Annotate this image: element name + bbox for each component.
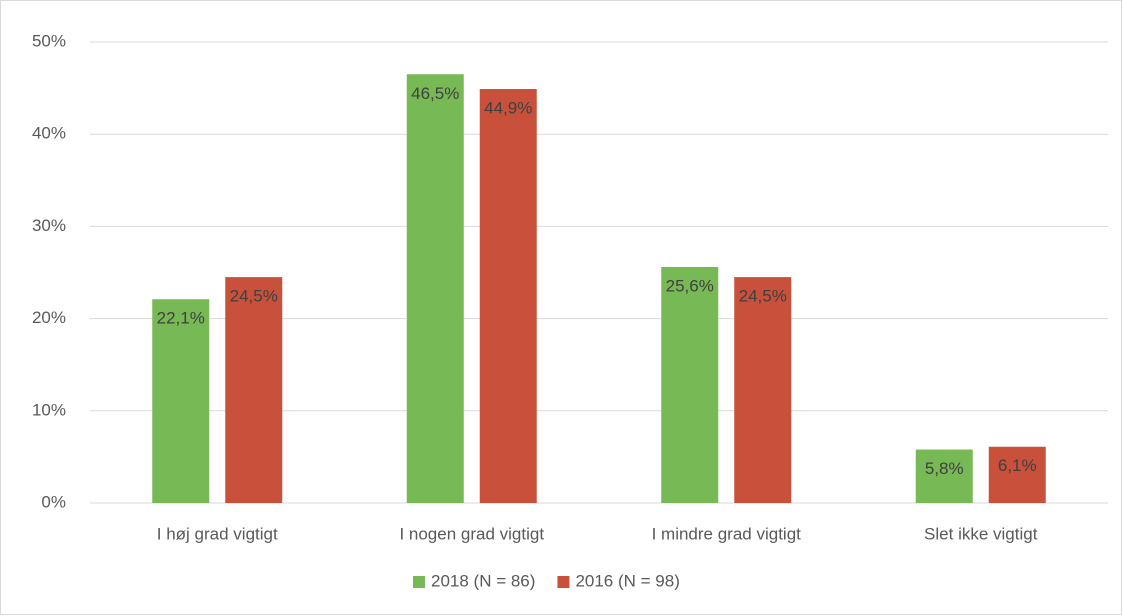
legend-label: 2018 (N = 86) — [431, 571, 535, 590]
bar — [661, 266, 719, 503]
bar — [479, 89, 537, 503]
data-label: 6,1% — [998, 456, 1037, 475]
data-label: 5,8% — [925, 459, 964, 478]
x-tick-label: I mindre grad vigtigt — [652, 524, 802, 543]
data-label: 46,5% — [411, 84, 459, 103]
data-label: 24,5% — [230, 287, 278, 306]
bar — [225, 277, 283, 503]
data-label: 22,1% — [157, 309, 205, 328]
x-tick-label: I nogen grad vigtigt — [399, 524, 544, 543]
bar — [734, 277, 792, 503]
data-label: 25,6% — [666, 276, 714, 295]
data-label: 24,5% — [739, 287, 787, 306]
legend-swatch — [413, 576, 425, 588]
y-tick-label: 10% — [32, 400, 66, 419]
bar — [406, 74, 464, 504]
bar — [988, 446, 1046, 503]
y-tick-label: 20% — [32, 308, 66, 327]
legend-label: 2016 (N = 98) — [575, 571, 679, 590]
legend-swatch — [557, 576, 570, 588]
y-tick-label: 30% — [32, 216, 66, 235]
y-tick-label: 50% — [32, 31, 66, 50]
y-tick-label: 0% — [41, 492, 66, 511]
y-tick-label: 40% — [32, 124, 66, 143]
x-tick-label: Slet ikke vigtigt — [924, 524, 1038, 543]
bar — [152, 299, 210, 503]
data-label: 44,9% — [484, 99, 532, 118]
x-tick-label: I høj grad vigtigt — [157, 524, 278, 543]
bar — [915, 449, 973, 503]
